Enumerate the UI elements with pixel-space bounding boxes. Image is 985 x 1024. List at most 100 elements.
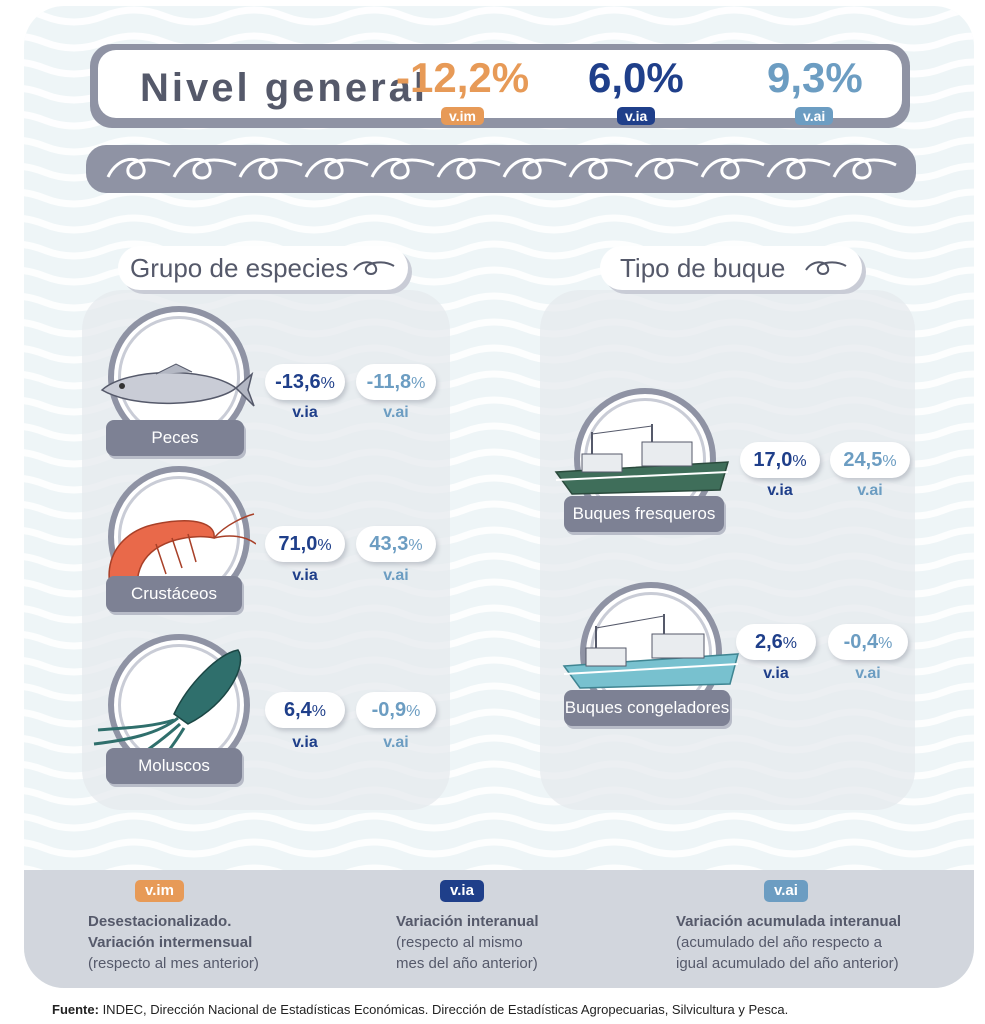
legend-via-line1: Variación interanual [396, 913, 539, 930]
moluscos-via-pill: 6,4% [265, 692, 345, 728]
wave-line [24, 838, 974, 858]
percent-sign: % [408, 537, 423, 554]
rope-knot [106, 158, 171, 180]
wave-line [24, 6, 974, 26]
rope-decoration-icon [106, 158, 897, 180]
rope-knot [568, 158, 633, 180]
species-title-text: Grupo de especies [130, 253, 349, 283]
legend-vai-text: Variación acumulada interanual (acumulad… [676, 911, 901, 974]
fresh-boat-icon [554, 424, 730, 495]
moluscos-vai-sub: v.ai [383, 734, 409, 751]
wave-line [24, 214, 974, 234]
legend-vim-line2: Variación intermensual [88, 934, 253, 951]
moluscos-via-sub: v.ia [292, 734, 318, 751]
congeladores-vai-sub: v.ai [855, 665, 881, 682]
peces-via-sub: v.ia [292, 404, 318, 421]
rope-knot [766, 158, 831, 180]
fish-icon [100, 363, 255, 407]
species-section-title: Grupo de especies [118, 246, 408, 290]
freezer-boat-icon [562, 614, 739, 689]
wave-line [24, 32, 974, 52]
rope-knot [502, 158, 567, 180]
legend-vai-line3: igual acumulado del año anterior) [676, 955, 899, 972]
header-title: Nivel general [140, 66, 429, 110]
source-label: Fuente: [52, 1002, 99, 1017]
rope-knot-icon [353, 261, 395, 275]
legend-vim-badge: v.im [135, 880, 184, 902]
peces-via-pill: -13,6% [265, 364, 345, 400]
fresqueros-via-value: 17,0 [753, 449, 793, 471]
percent-sign: % [411, 375, 426, 392]
via-badge: v.ia [617, 107, 656, 125]
rope-knot [634, 158, 699, 180]
fresqueros-vai-value: 24,5 [843, 449, 883, 471]
rope-knot [304, 158, 369, 180]
legend-vai-line1: Variación acumulada interanual [676, 913, 902, 930]
peces-label: Peces [106, 420, 244, 456]
crustaceos-label: Crustáceos [106, 576, 242, 612]
moluscos-vai-value: -0,9 [371, 699, 407, 721]
rope-knot [700, 158, 765, 180]
percent-sign: % [878, 635, 893, 652]
vai-value: 9,3% [767, 54, 863, 101]
legend-via-text: Variación interanual (respecto al mismo … [396, 911, 539, 974]
legend-via-badge: v.ia [440, 880, 484, 902]
percent-sign: % [311, 703, 327, 720]
crustaceos-vai-pill: 43,3% [356, 526, 436, 562]
rope-knot-icon [805, 261, 847, 275]
fresqueros-vai-pill: 24,5% [830, 442, 910, 478]
legend-vim-line1: Desestacionalizado. [88, 913, 232, 930]
moluscos-vai-pill: -0,9% [356, 692, 436, 728]
fresqueros-via-sub: v.ia [767, 482, 793, 499]
peces-vai-sub: v.ai [383, 404, 409, 421]
vessel-title-text: Tipo de buque [620, 253, 786, 283]
legend-vai-line2: (acumulado del año respecto a [676, 934, 882, 951]
crustaceos-via-sub: v.ia [292, 567, 318, 584]
wave-line [24, 188, 974, 208]
percent-sign: % [317, 537, 332, 554]
wave-line [24, 812, 974, 832]
congeladores-via-sub: v.ia [763, 665, 789, 682]
legend-vai-badge: v.ai [764, 880, 808, 902]
legend-vim-text: Desestacionalizado. Variación intermensu… [88, 911, 259, 974]
source-note: Fuente: INDEC, Dirección Nacional de Est… [52, 1002, 788, 1017]
crustaceos-via-pill: 71,0% [265, 526, 345, 562]
percent-sign: % [782, 635, 798, 652]
rope-band [86, 145, 916, 193]
moluscos-via-value: 6,4 [283, 699, 312, 721]
via-value: 6,0% [588, 54, 684, 101]
vessel-section-title: Tipo de buque [600, 246, 862, 290]
congeladores-via-value: 2,6 [754, 631, 783, 653]
crustaceos-vai-value: 43,3 [369, 533, 409, 555]
percent-sign: % [792, 453, 807, 470]
peces-via-value: -13,6 [275, 371, 321, 393]
peces-vai-pill: -11,8% [356, 364, 436, 400]
vim-badge: v.im [441, 107, 484, 125]
legend-via-line2: (respecto al mismo [396, 934, 523, 951]
header-box [98, 50, 902, 118]
rope-knot [238, 158, 303, 180]
peces-vai-value: -11,8 [366, 371, 412, 393]
percent-sign: % [882, 453, 897, 470]
vai-badge: v.ai [795, 107, 834, 125]
rope-knot [436, 158, 501, 180]
legend-via-line3: mes del año anterior) [396, 955, 538, 972]
vim-value: -12,2% [396, 54, 530, 101]
percent-sign: % [320, 375, 335, 392]
congeladores-vai-pill: -0,4% [828, 624, 908, 660]
percent-sign: % [406, 703, 421, 720]
source-text: INDEC, Dirección Nacional de Estadística… [98, 1002, 789, 1017]
fresqueros-vai-sub: v.ai [857, 482, 883, 499]
congeladores-via-pill: 2,6% [736, 624, 816, 660]
congeladores-vai-value: -0,4 [843, 631, 879, 653]
congeladores-label: Buques congeladores [564, 690, 730, 726]
fresqueros-label: Buques fresqueros [564, 496, 724, 532]
fresqueros-via-pill: 17,0% [740, 442, 820, 478]
legend-vim-line3: (respecto al mes anterior) [88, 955, 259, 972]
vessel-panel [540, 290, 915, 810]
moluscos-label: Moluscos [106, 748, 242, 784]
crustaceos-vai-sub: v.ai [383, 567, 409, 584]
rope-knot [172, 158, 237, 180]
crustaceos-via-value: 71,0 [278, 533, 318, 555]
rope-knot [370, 158, 435, 180]
